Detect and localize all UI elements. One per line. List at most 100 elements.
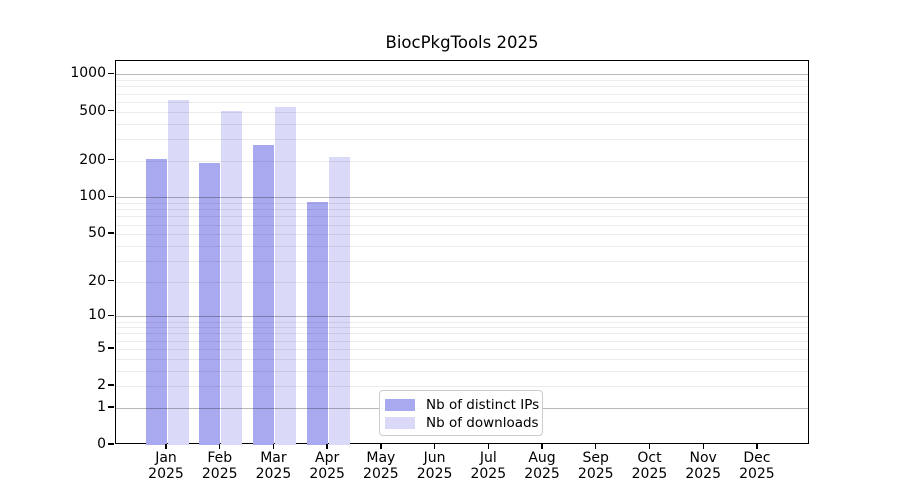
x-tick-year: 2025 [255,465,292,482]
x-tick-label-nov: Nov 2025 [671,450,735,482]
gridline-minor-20 [116,281,808,283]
x-tick-mark-dec [756,444,758,449]
x-tick-month: Nov [689,450,717,466]
y-tick-mark-1000 [108,72,114,75]
y-tick-mark-1 [108,406,114,408]
x-tick-month: Oct [637,450,662,466]
y-tick-label-1000: 1000 [70,65,106,82]
gridline-minor-600 [116,101,808,103]
gridline-minor-60 [116,224,808,226]
y-tick-label-2: 2 [97,377,106,394]
x-tick-mark-nov [702,444,704,449]
x-tick-month: May [366,450,396,466]
legend: Nb of distinct IPs Nb of downloads [379,390,543,436]
gridline-minor-2 [116,386,808,388]
x-tick-year: 2025 [309,465,345,482]
y-tick-mark-500 [108,109,114,112]
gridline-minor-6 [116,340,808,342]
x-tick-label-jan: Jan 2025 [134,450,198,482]
x-tick-year: 2025 [470,465,507,482]
legend-swatch-distinct-ips-icon [385,398,415,411]
bar-nb-of-downloads-feb [221,110,243,445]
gridline-minor-50 [116,234,808,236]
y-tick-mark-50 [108,232,114,234]
gridline-minor-70 [116,216,808,218]
y-tick-label-0: 0 [97,436,106,452]
x-tick-label-oct: Oct 2025 [617,450,681,482]
x-tick-label-jun: Jun 2025 [403,450,467,482]
gridline-minor-9 [116,321,808,323]
bar-nb-of-distinct-ips-feb [199,163,221,445]
gridline-minor-40 [116,245,808,247]
x-tick-mark-jul [487,444,489,449]
gridline-minor-800 [116,86,808,88]
y-tick-label-200: 200 [79,151,106,168]
gridline-minor-700 [116,93,808,95]
y-tick-mark-20 [108,280,114,282]
y-tick-mark-5 [108,347,114,349]
bar-nb-of-downloads-jan [167,100,189,445]
y-tick-label-5: 5 [97,339,106,356]
y-tick-label-10: 10 [88,307,106,324]
x-tick-year: 2025 [739,465,775,482]
legend-label-distinct-ips: Nb of distinct IPs [426,396,540,413]
x-tick-month: Aug [528,450,556,466]
gridline-minor-8 [116,327,808,329]
gridline-minor-30 [116,260,808,262]
x-tick-mark-feb [219,444,221,449]
x-tick-label-apr: Apr 2025 [295,450,359,482]
chart-title: BiocPkgTools 2025 [385,33,539,52]
gridline-minor-90 [116,203,808,205]
gridline-minor-80 [116,209,808,211]
legend-swatch-downloads-icon [385,416,415,429]
y-tick-label-100: 100 [79,188,106,205]
gridline-minor-3 [116,370,808,372]
y-tick-label-500: 500 [79,102,106,119]
y-tick-label-1: 1 [97,398,106,415]
bar-nb-of-distinct-ips-mar [252,145,274,445]
gridline-major-10 [116,316,808,318]
x-tick-label-may: May 2025 [349,450,413,482]
x-tick-label-aug: Aug 2025 [510,450,574,482]
y-tick-label-20: 20 [88,272,106,289]
x-tick-mark-sep [595,444,597,449]
x-tick-mark-apr [326,444,328,449]
y-tick-mark-10 [108,314,114,317]
x-tick-mark-may [380,444,382,449]
x-tick-label-mar: Mar 2025 [241,450,305,482]
legend-label-downloads: Nb of downloads [426,414,539,431]
x-tick-month: Feb [207,450,233,466]
x-tick-label-jul: Jul 2025 [456,450,520,482]
x-tick-label-dec: Dec 2025 [725,450,789,482]
y-tick-mark-0 [108,443,114,445]
x-tick-month: Jul [479,450,497,466]
plot-area [115,60,809,445]
bar-nb-of-downloads-apr [328,156,350,445]
x-tick-mark-jan [165,444,167,449]
x-tick-year: 2025 [416,465,453,482]
x-tick-year: 2025 [631,465,668,482]
x-tick-year: 2025 [363,465,399,482]
x-tick-month: Jun [423,450,446,466]
x-tick-month: Apr [315,450,340,466]
legend-entry-distinct-ips: Nb of distinct IPs [385,396,540,413]
x-tick-label-sep: Sep 2025 [564,450,628,482]
x-tick-mark-mar [272,444,275,449]
bar-nb-of-distinct-ips-jan [145,158,167,445]
legend-entry-downloads: Nb of downloads [385,414,539,431]
y-tick-mark-100 [108,195,114,198]
x-tick-year: 2025 [524,465,560,482]
gridline-major-1000 [116,74,808,76]
gridline-minor-900 [116,80,808,82]
gridline-minor-300 [116,138,808,140]
x-tick-month: Sep [582,450,609,466]
x-tick-year: 2025 [201,465,238,482]
x-tick-year: 2025 [577,465,614,482]
x-tick-month: Mar [260,450,287,466]
gridline-minor-4 [116,358,808,360]
x-tick-label-feb: Feb 2025 [188,450,252,482]
gridline-minor-200 [116,160,808,162]
gridline-minor-7 [116,333,808,335]
x-tick-month: Jan [155,450,177,466]
